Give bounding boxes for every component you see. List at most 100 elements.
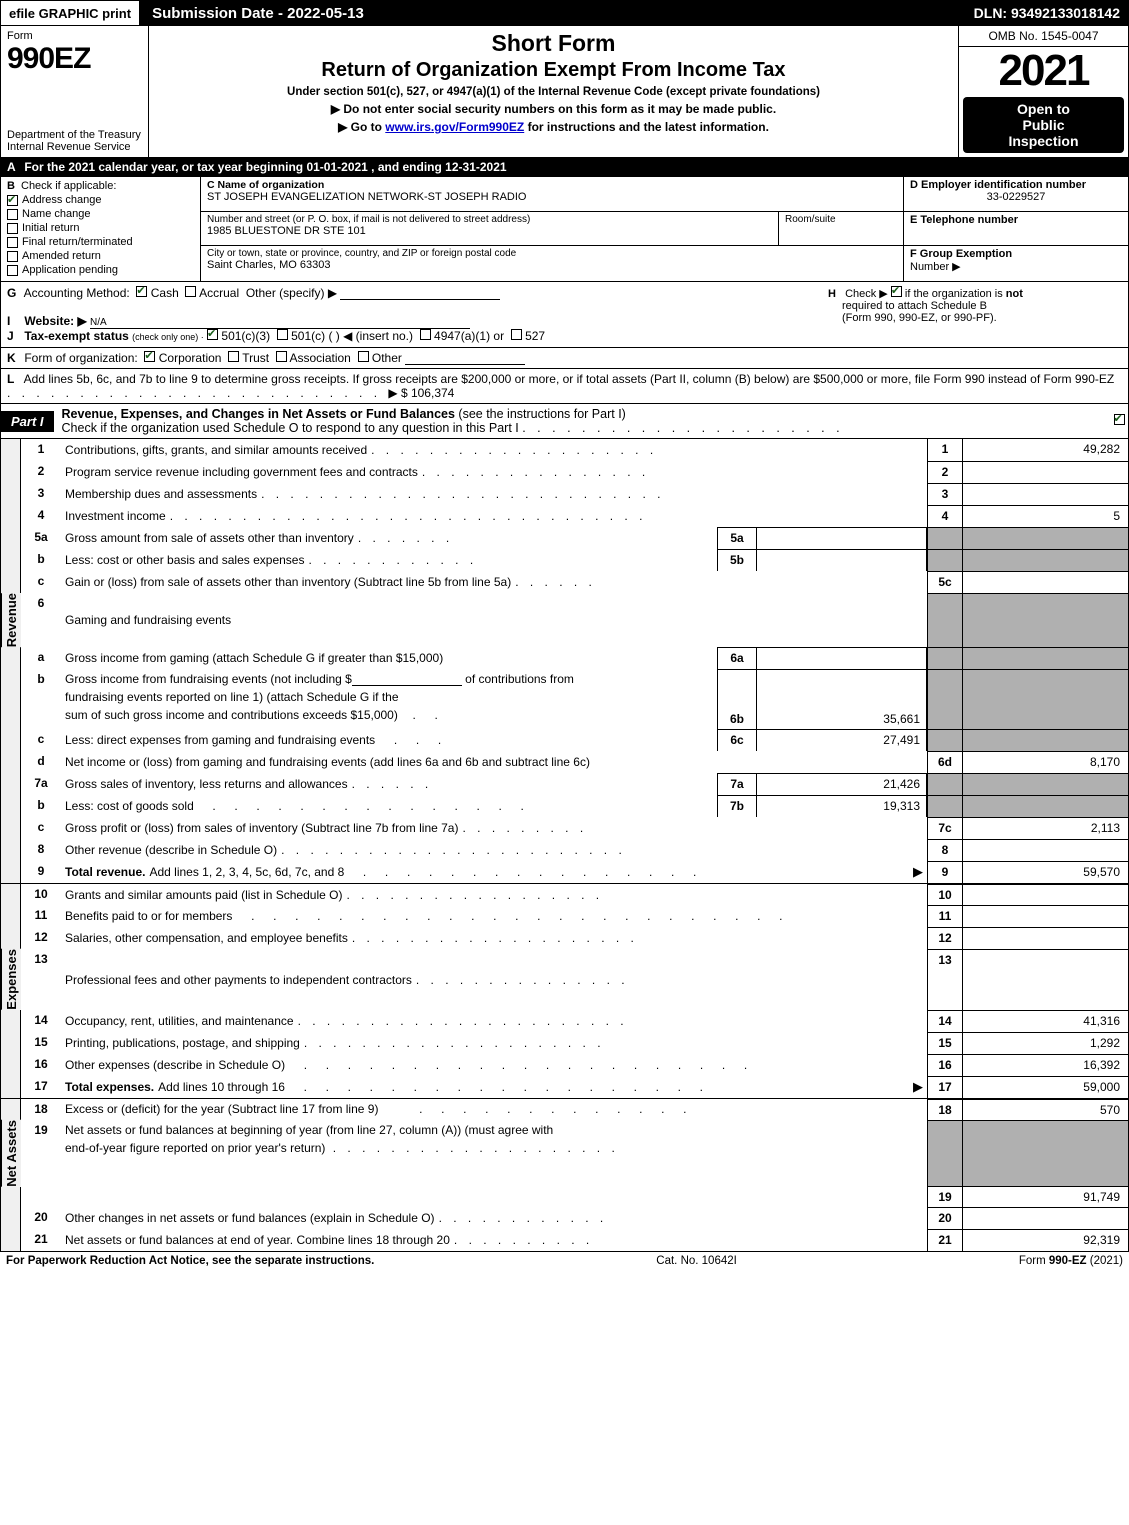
checkbox-application-pending[interactable] bbox=[7, 265, 18, 276]
checkbox-address-change[interactable] bbox=[7, 195, 18, 206]
line-8-value bbox=[963, 839, 1128, 861]
checkbox-corporation[interactable] bbox=[144, 351, 155, 362]
checkbox-4947[interactable] bbox=[420, 329, 431, 340]
line-5a: 5a Gross amount from sale of assets othe… bbox=[1, 527, 1128, 549]
checkbox-amended-return[interactable] bbox=[7, 251, 18, 262]
omb-number: OMB No. 1545-0047 bbox=[959, 26, 1128, 47]
line-7b: b Less: cost of goods sold . . . . . . .… bbox=[1, 795, 1128, 817]
line-17-value: 59,000 bbox=[963, 1076, 1128, 1098]
form-header: Form 990EZ Department of the Treasury In… bbox=[0, 26, 1129, 158]
line-2-value bbox=[963, 461, 1128, 483]
checkbox-527[interactable] bbox=[511, 329, 522, 340]
line-15-value: 1,292 bbox=[963, 1032, 1128, 1054]
line-10-value bbox=[963, 884, 1128, 905]
line-7c-value: 2,113 bbox=[963, 817, 1128, 839]
part-i-tab: Part I bbox=[1, 411, 54, 432]
line-18-value: 570 bbox=[963, 1099, 1128, 1120]
footer: For Paperwork Reduction Act Notice, see … bbox=[0, 1252, 1129, 1270]
line-11-value bbox=[963, 905, 1128, 927]
line-6c-value: 27,491 bbox=[757, 729, 927, 751]
line-6b-value: 35,661 bbox=[757, 669, 927, 729]
line-4-value: 5 bbox=[963, 505, 1128, 527]
website-value: N/A bbox=[90, 317, 107, 328]
department-label: Department of the Treasury Internal Reve… bbox=[7, 129, 142, 153]
open-public-inspection: Open to Public Inspection bbox=[963, 97, 1124, 153]
line-7c: c Gross profit or (loss) from sales of i… bbox=[1, 817, 1128, 839]
line-12-value bbox=[963, 927, 1128, 949]
checkbox-accrual[interactable] bbox=[185, 286, 196, 297]
line-6d-value: 8,170 bbox=[963, 751, 1128, 773]
f-group-exemption-number: Number ▶ bbox=[910, 260, 1122, 273]
submission-date: Submission Date - 2022-05-13 bbox=[140, 1, 376, 25]
section-a-text: For the 2021 calendar year, or tax year … bbox=[24, 160, 506, 174]
section-b: BCheck if applicable: Address change Nam… bbox=[1, 177, 201, 281]
line-16: 16 Other expenses (describe in Schedule … bbox=[1, 1054, 1128, 1076]
section-bcdef: BCheck if applicable: Address change Nam… bbox=[0, 177, 1129, 282]
section-k: K Form of organization: Corporation Trus… bbox=[0, 348, 1129, 369]
line-6d: d Net income or (loss) from gaming and f… bbox=[1, 751, 1128, 773]
e-phone-label: E Telephone number bbox=[910, 214, 1122, 226]
efile-label: efile GRAPHIC print bbox=[1, 1, 140, 25]
line-19: Net Assets 19 Net assets or fund balance… bbox=[1, 1120, 1128, 1187]
checkbox-initial-return[interactable] bbox=[7, 223, 18, 234]
line-9-value: 59,570 bbox=[963, 861, 1128, 883]
c-name-label: C Name of organization bbox=[207, 179, 897, 191]
checkbox-501c[interactable] bbox=[277, 329, 288, 340]
line-3: 3 Membership dues and assessments . . . … bbox=[1, 483, 1128, 505]
part-i-header: Part I Revenue, Expenses, and Changes in… bbox=[0, 404, 1129, 439]
line-6: Revenue 6 Gaming and fundraising events bbox=[1, 593, 1128, 647]
section-gh: G Accounting Method: Cash Accrual Other … bbox=[0, 282, 1129, 348]
dln-label: DLN: 93492133018142 bbox=[966, 5, 1128, 21]
checkbox-other-org[interactable] bbox=[358, 351, 369, 362]
line-21: 21 Net assets or fund balances at end of… bbox=[1, 1229, 1128, 1251]
line-16-value: 16,392 bbox=[963, 1054, 1128, 1076]
netassets-side-label: Net Assets bbox=[1, 1120, 21, 1187]
footer-paperwork-notice: For Paperwork Reduction Act Notice, see … bbox=[6, 1255, 374, 1267]
room-label: Room/suite bbox=[785, 214, 897, 225]
line-14: 14 Occupancy, rent, utilities, and maint… bbox=[1, 1010, 1128, 1032]
section-a: A For the 2021 calendar year, or tax yea… bbox=[0, 158, 1129, 177]
section-l: L Add lines 5b, 6c, and 7b to line 9 to … bbox=[0, 369, 1129, 404]
line-1-value: 49,282 bbox=[963, 439, 1128, 461]
line-5c: c Gain or (loss) from sale of assets oth… bbox=[1, 571, 1128, 593]
checkbox-name-change[interactable] bbox=[7, 209, 18, 220]
note-no-ssn: ▶ Do not enter social security numbers o… bbox=[155, 102, 952, 116]
city-label: City or town, state or province, country… bbox=[207, 248, 897, 259]
line-6b: b Gross income from fundraising events (… bbox=[1, 669, 1128, 729]
line-6c: c Less: direct expenses from gaming and … bbox=[1, 729, 1128, 751]
form-label: Form bbox=[7, 30, 142, 42]
line-20: 20 Other changes in net assets or fund b… bbox=[1, 1207, 1128, 1229]
f-group-exemption-label: F Group Exemption bbox=[910, 248, 1122, 260]
line-13-value bbox=[963, 949, 1128, 1010]
checkbox-association[interactable] bbox=[276, 351, 287, 362]
revenue-side-label: Revenue bbox=[1, 593, 21, 647]
line-5c-value bbox=[963, 571, 1128, 593]
tax-year: 2021 bbox=[959, 47, 1128, 97]
d-ein-label: D Employer identification number bbox=[910, 179, 1122, 191]
line-7b-value: 19,313 bbox=[757, 795, 927, 817]
line-18: 18 Excess or (deficit) for the year (Sub… bbox=[1, 1098, 1128, 1120]
checkbox-final-return[interactable] bbox=[7, 237, 18, 248]
checkbox-trust[interactable] bbox=[228, 351, 239, 362]
line-7a: 7a Gross sales of inventory, less return… bbox=[1, 773, 1128, 795]
irs-link[interactable]: www.irs.gov/Form990EZ bbox=[385, 120, 524, 134]
note-goto-irs: ▶ Go to www.irs.gov/Form990EZ for instru… bbox=[155, 120, 952, 134]
line-7a-value: 21,426 bbox=[757, 773, 927, 795]
line-19-val: 19 91,749 bbox=[1, 1187, 1128, 1207]
footer-cat-no: Cat. No. 10642I bbox=[374, 1255, 1019, 1267]
line-2: 2 Program service revenue including gove… bbox=[1, 461, 1128, 483]
top-bar: efile GRAPHIC print Submission Date - 20… bbox=[0, 0, 1129, 26]
street-label: Number and street (or P. O. box, if mail… bbox=[207, 214, 772, 225]
line-10: 10 Grants and similar amounts paid (list… bbox=[1, 883, 1128, 905]
street-address: 1985 BLUESTONE DR STE 101 bbox=[207, 225, 772, 237]
checkbox-501c3[interactable] bbox=[207, 329, 218, 340]
checkbox-cash[interactable] bbox=[136, 286, 147, 297]
checkbox-schedule-o-part-i[interactable] bbox=[1114, 414, 1125, 425]
ein-value: 33-0229527 bbox=[910, 191, 1122, 203]
line-20-value bbox=[963, 1207, 1128, 1229]
line-9: 9 Total revenue. Add lines 1, 2, 3, 4, 5… bbox=[1, 861, 1128, 883]
expenses-side-label: Expenses bbox=[1, 949, 21, 1010]
checkbox-schedule-b-not-required[interactable] bbox=[891, 286, 902, 297]
city-value: Saint Charles, MO 63303 bbox=[207, 259, 897, 271]
line-21-value: 92,319 bbox=[963, 1229, 1128, 1251]
